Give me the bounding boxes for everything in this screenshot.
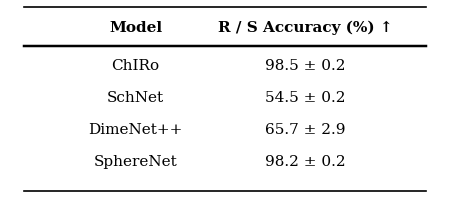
Text: SchNet: SchNet bbox=[107, 91, 164, 105]
Text: DimeNet++: DimeNet++ bbox=[88, 123, 183, 137]
Text: ChIRo: ChIRo bbox=[112, 59, 160, 73]
Text: 98.5 ± 0.2: 98.5 ± 0.2 bbox=[265, 59, 346, 73]
Text: SphereNet: SphereNet bbox=[94, 155, 177, 169]
Text: 65.7 ± 2.9: 65.7 ± 2.9 bbox=[265, 123, 346, 137]
Text: 98.2 ± 0.2: 98.2 ± 0.2 bbox=[265, 155, 346, 169]
Text: Model: Model bbox=[109, 21, 162, 34]
Text: 54.5 ± 0.2: 54.5 ± 0.2 bbox=[265, 91, 346, 105]
Text: R / S Accuracy (%) ↑: R / S Accuracy (%) ↑ bbox=[218, 20, 393, 35]
